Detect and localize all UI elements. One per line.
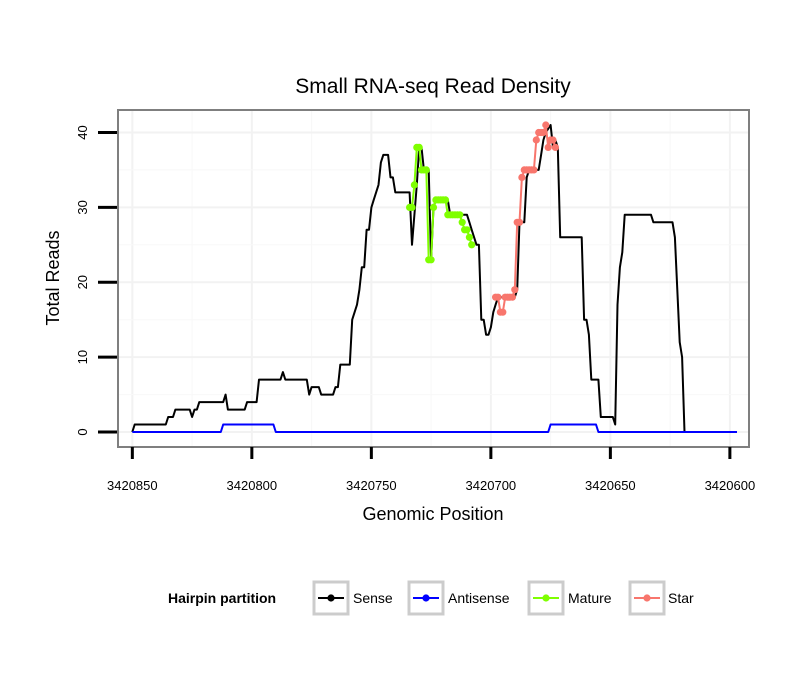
mature-point (427, 256, 435, 264)
legend-label-sense: Sense (353, 590, 393, 606)
plot-panel (118, 110, 749, 447)
y-tick-label: 0 (75, 428, 90, 435)
mature-point (429, 203, 438, 211)
y-axis-label: Total Reads (43, 230, 63, 325)
star-point (515, 218, 524, 226)
series-antisense (132, 423, 737, 433)
mature-point (463, 226, 471, 234)
legend-label-mature: Mature (568, 590, 612, 606)
star-point (542, 121, 550, 129)
series-layer (131, 121, 737, 433)
mature-point (456, 211, 464, 219)
x-tick-label: 3420600 (705, 478, 756, 493)
mature-point (415, 143, 423, 151)
star-point (549, 136, 557, 144)
star-point (530, 166, 538, 174)
mature-point (458, 218, 466, 226)
star-point (508, 293, 516, 301)
antisense-line (132, 423, 737, 433)
star-point (518, 173, 526, 181)
legend-dot-sense (327, 594, 335, 602)
x-tick-label: 3420800 (227, 478, 278, 493)
star-point (499, 308, 507, 316)
legend-label-star: Star (668, 590, 694, 606)
x-tick-label: 3420750 (346, 478, 397, 493)
star-point (494, 293, 502, 301)
legend-item-mature: Mature (527, 580, 612, 616)
x-tick-label: 3420650 (585, 478, 636, 493)
series-mature (406, 143, 476, 264)
legend-dot-star (643, 594, 651, 602)
x-tick-label: 3420850 (107, 478, 158, 493)
legend-label-antisense: Antisense (448, 590, 510, 606)
x-tick-label: 3420700 (466, 478, 517, 493)
axes: 3420850 3420800 3420750 3420700 3420650 34206… (75, 125, 755, 493)
mature-point (408, 203, 416, 211)
x-axis-label: Genomic Position (362, 504, 503, 524)
legend-dot-mature (542, 594, 550, 602)
legend-item-sense: Sense (312, 580, 393, 616)
legend-dot-antisense (422, 594, 430, 602)
mature-point (410, 181, 418, 189)
star-point (511, 286, 519, 294)
y-tick-label: 40 (75, 125, 90, 139)
plot-border (117, 109, 750, 448)
y-tick-label: 10 (75, 350, 90, 364)
chart-title: Small RNA-seq Read Density (295, 75, 571, 98)
star-point (539, 128, 548, 137)
legend-title: Hairpin partition (168, 590, 276, 606)
series-star (492, 121, 560, 316)
legend: Hairpin partition Sense Antisense Mature St… (168, 580, 694, 616)
mature-point (468, 241, 476, 249)
star-point (532, 136, 540, 144)
mature-point (422, 166, 430, 174)
mature-point (441, 196, 450, 204)
star-point (551, 143, 560, 151)
y-tick-label: 30 (75, 200, 90, 214)
legend-item-antisense: Antisense (407, 580, 510, 616)
y-tick-label: 20 (75, 275, 90, 289)
mature-point (465, 233, 473, 241)
star-point (544, 143, 552, 151)
legend-item-star: Star (628, 580, 694, 616)
